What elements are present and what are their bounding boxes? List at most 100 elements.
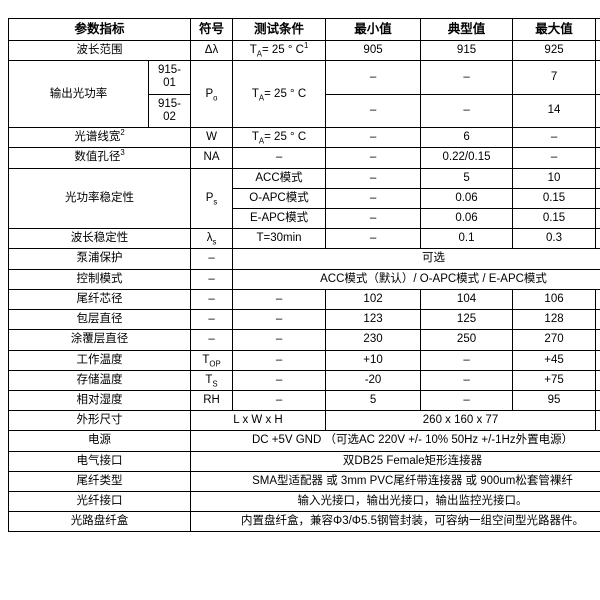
cell-param-name: 外形尺寸 [7,410,192,432]
cell-description: 双DB25 Female矩形连接器 [190,450,600,472]
cell-test-condition: ACC模式 [232,167,327,189]
cell-symbol: RH [190,389,234,412]
cell-symbol: Ps [190,167,234,230]
table-row: E-APC模式–0.060.15dB [9,207,600,230]
cell-symbol: NA [190,147,234,169]
cell-min-value: – [325,147,422,169]
cell-min-value: 5 [325,389,422,412]
cell-test-condition: – [232,288,327,311]
column-header-typical: 典型值 [420,18,514,41]
cell-param-name: 尾纤芯径 [7,288,192,311]
cell-param-name: 光纤接口 [7,491,192,513]
column-header-min: 最小值 [325,18,422,41]
cell-description: 内置盘纤盒，兼容Φ3/Φ5.5钢管封装，可容纳一组空间型光路器件。 [190,511,600,533]
cell-typical-value: – [420,389,514,412]
table-row: 包层直径––123125128um [7,309,600,331]
cell-min-value: 123 [325,309,422,331]
cell-param-name: 控制模式 [7,268,192,290]
column-header-unit: 单位 [595,18,600,41]
cell-test-condition: – [232,329,327,351]
cell-unit: ℃ [595,369,600,391]
column-header-param: 参数指标 [7,18,192,41]
cell-description: SMA型适配器 或 3mm PVC尾纤带连接器 或 900um松套管裸纤 [190,470,600,493]
subscript: OP [209,358,221,368]
cell-test-condition: TA= 25 ° C [232,127,327,149]
cell-unit: um [595,329,600,351]
cell-test-condition: – [232,349,327,371]
cell-min-value: +10 [325,349,422,371]
table-row: 光纤接口 输入光接口，输出光接口，输出监控光接口。 [7,491,600,513]
table-row: 光路盘纤盒 内置盘纤盒，兼容Φ3/Φ5.5钢管封装，可容纳一组空间型光路器件。 [7,511,600,533]
cell-max-value: – [512,147,597,169]
cell-max-value: – [512,127,597,149]
cell-variant-model: 915-02 [147,93,192,129]
cell-typical-value: – [420,369,514,391]
cell-typical-value: 250 [420,329,514,351]
cell-unit: nm [595,127,600,149]
cell-unit: um [595,288,600,311]
cell-dimension-label: L x W x H [190,410,327,432]
cell-param-name: 输出光功率 [8,60,149,129]
table-row: 尾纤类型 SMA型适配器 或 3mm PVC尾纤带连接器 或 900um松套管裸纤 [7,470,600,493]
cell-typical-value: 6 [420,127,514,149]
table-row: 涂覆层直径––230250270um [7,329,600,351]
subscript: o [213,92,218,102]
subscript: s [212,237,217,247]
table-row: 915-02––14W [9,93,600,129]
cell-unit: – [595,147,600,169]
cell-typical-value: 0.06 [420,207,514,230]
cell-test-condition: TA= 25 ° C [232,60,327,129]
cell-symbol: – [190,309,234,331]
cell-param-name: 光功率稳定性 [7,167,192,230]
cell-min-value: – [325,93,422,129]
cell-test-condition: T=30min [232,228,327,250]
cell-min-value: – [325,167,422,189]
cell-min-value: – [325,60,422,95]
cell-param-name: 光路盘纤盒 [7,511,192,533]
column-header-condition: 测试条件 [232,18,327,41]
cell-param-name: 尾纤类型 [7,470,192,493]
cell-max-value: 10 [512,167,597,189]
cell-symbol: – [190,268,234,290]
cell-unit: mm [595,410,600,432]
cell-symbol: Po [190,60,234,129]
cell-min-value: – [325,187,422,209]
cell-max-value: 95 [512,389,597,412]
cell-max-value: 0.15 [512,207,597,230]
cell-param-name: 泵浦保护 [7,248,192,270]
cell-unit: dB [595,187,600,209]
cell-description: 可选 [232,248,600,270]
cell-test-condition: – [232,147,327,169]
table-row: 泵浦保护 – 可选 [7,248,600,270]
cell-max-value: 7 [512,60,597,95]
cell-param-name: 工作温度 [7,349,192,371]
cell-param-name: 包层直径 [7,309,192,331]
cell-param-name: 光谱线宽2 [7,127,192,149]
cell-param-name: 存储温度 [7,369,192,391]
table-row: 电源 DC +5V GND （可选AC 220V +/- 10% 50Hz +/-… [7,430,600,452]
table-row: 电气接口 双DB25 Female矩形连接器 [7,450,600,472]
column-header-symbol: 符号 [190,18,234,41]
cell-max-value: 270 [512,329,597,351]
cell-symbol: – [190,329,234,351]
cell-test-condition: – [232,389,327,412]
cell-test-condition: O-APC模式 [232,187,327,209]
cell-test-condition: – [232,369,327,391]
cell-param-name: 电气接口 [7,450,192,472]
cell-min-value: -20 [325,369,422,391]
cell-unit: % [595,389,600,412]
table-row: 控制模式 – ACC模式（默认）/ O-APC模式 / E-APC模式 [7,268,600,290]
cell-unit: W [595,60,600,95]
cell-max-value: 925 [512,39,597,62]
cell-unit: dB [595,207,600,230]
cell-typical-value: 104 [420,288,514,311]
cell-test-condition: E-APC模式 [232,207,327,230]
